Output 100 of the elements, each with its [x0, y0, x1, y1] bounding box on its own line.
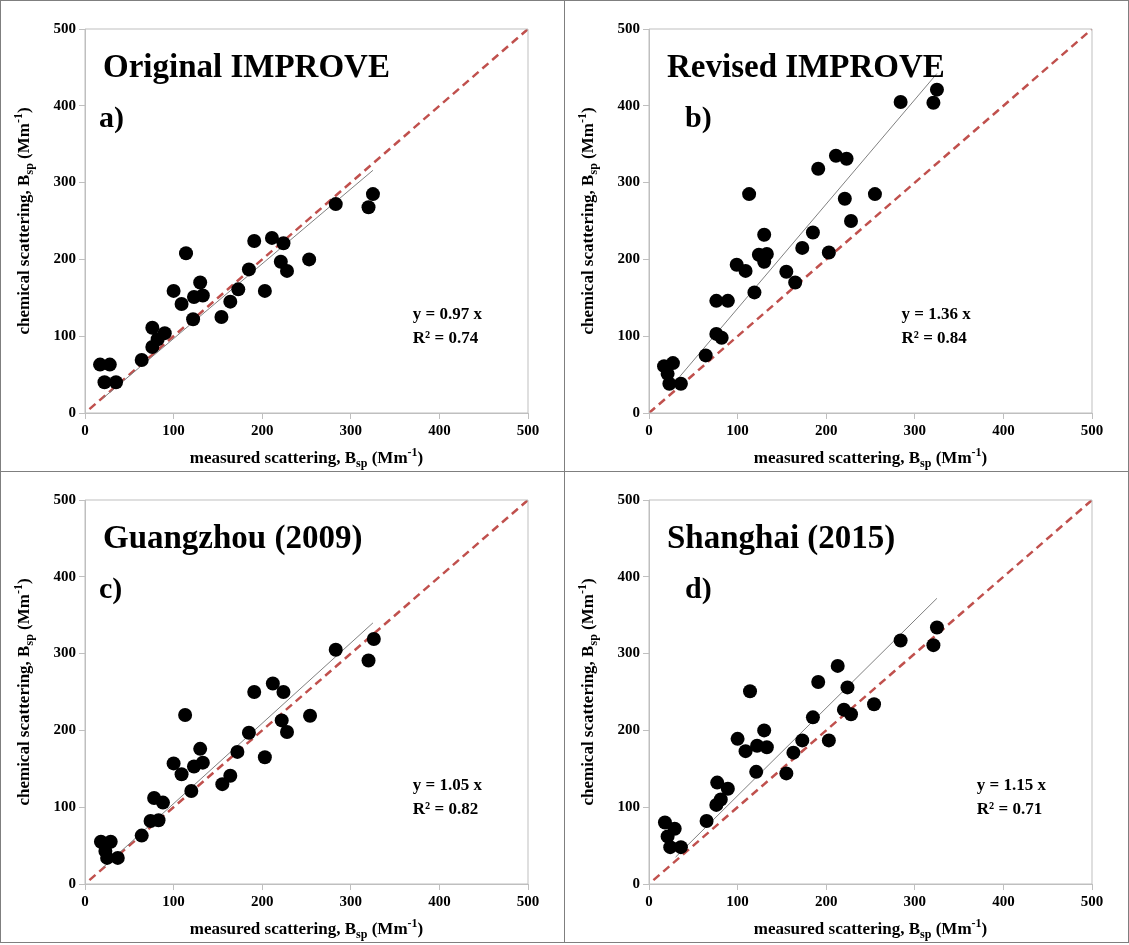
point [214, 310, 229, 324]
annotation: y = 1.15 x [976, 774, 1047, 794]
x-tick-label: 200 [250, 892, 274, 909]
point [840, 680, 855, 695]
point [145, 320, 160, 335]
y-tick-label: 0 [632, 403, 640, 420]
point [328, 197, 343, 212]
point [709, 293, 724, 308]
x-tick-label: 0 [81, 421, 89, 438]
x-tick-label: 400 [428, 892, 451, 909]
point [166, 756, 181, 771]
text: Revised IMPROVE [667, 48, 945, 84]
y-tick-label: 0 [68, 403, 76, 420]
point [264, 230, 279, 245]
point [247, 685, 262, 699]
text: Shanghai (2015) [667, 519, 896, 556]
x-tick-label: 200 [250, 421, 274, 438]
point [665, 356, 680, 371]
y-tick-label: 100 [53, 327, 76, 344]
point [97, 375, 112, 390]
x-tick-label: 400 [992, 421, 1015, 438]
y-tick-label: 300 [53, 644, 76, 661]
point [276, 685, 291, 699]
point [893, 94, 908, 109]
point [929, 620, 944, 635]
point [786, 745, 801, 760]
annotation: y = 0.97 x [412, 303, 483, 323]
annotation: b) [685, 100, 712, 134]
point [805, 225, 820, 240]
point [738, 263, 753, 278]
point [361, 200, 376, 215]
x-tick-label: 300 [339, 421, 363, 438]
y-tick-label: 200 [53, 721, 76, 738]
point [276, 236, 291, 251]
point [109, 375, 124, 390]
x-tick-label: 400 [428, 421, 451, 438]
y-tick-label: 100 [617, 327, 640, 344]
point [738, 744, 753, 759]
point [749, 764, 764, 779]
point [714, 330, 729, 345]
x-tick-label: 100 [726, 421, 749, 438]
point [178, 708, 193, 723]
point [365, 187, 380, 202]
y-tick-label: 200 [53, 250, 76, 267]
annotation: a) [99, 100, 124, 134]
y-tick-label: 100 [617, 798, 640, 815]
point [361, 653, 376, 668]
point [155, 795, 170, 810]
point [179, 246, 193, 261]
point [366, 632, 381, 647]
point [821, 245, 836, 260]
point [134, 353, 149, 368]
y-tick-label: 0 [632, 874, 640, 891]
point [328, 642, 343, 657]
point [150, 332, 165, 347]
point [102, 357, 117, 372]
point [186, 312, 201, 327]
point [657, 815, 672, 830]
annotation: R² = 0.71 [976, 798, 1043, 818]
y-tick-label: 400 [53, 96, 76, 113]
annotation: y = 1.36 x [901, 303, 972, 323]
point [184, 784, 199, 799]
point [713, 792, 728, 807]
point [757, 227, 772, 242]
annotation: R² = 0.82 [412, 798, 479, 818]
point [926, 638, 941, 653]
point [779, 766, 794, 781]
y-tick-label: 500 [617, 19, 640, 36]
point [265, 676, 280, 691]
point [805, 710, 820, 725]
point [223, 768, 238, 783]
point [110, 850, 125, 865]
point [779, 264, 794, 279]
point [193, 741, 208, 756]
point [720, 781, 735, 796]
y-tick-label: 0 [68, 874, 76, 891]
point [893, 633, 908, 648]
y-axis-title: chemical scattering, Bsp (Mm-1) [575, 107, 601, 335]
x-tick-label: 500 [1080, 892, 1104, 909]
y-axis-title: chemical scattering, Bsp (Mm-1) [575, 578, 601, 806]
y-tick-label: 300 [617, 644, 640, 661]
point [867, 697, 882, 712]
y-tick-label: 400 [53, 567, 76, 584]
point [788, 275, 803, 290]
point [673, 376, 688, 391]
point [720, 293, 735, 308]
x-tick-label: 500 [516, 421, 540, 438]
point [257, 283, 272, 298]
point [241, 262, 256, 277]
y-axis-title: chemical scattering, Bsp (Mm-1) [11, 578, 37, 806]
point [223, 294, 238, 309]
point [280, 263, 295, 278]
point [759, 740, 774, 755]
point [247, 233, 262, 248]
point [821, 733, 836, 748]
point [230, 744, 245, 759]
x-tick-label: 200 [814, 892, 838, 909]
x-tick-label: 300 [903, 892, 927, 909]
point [757, 723, 772, 738]
point [257, 750, 272, 765]
